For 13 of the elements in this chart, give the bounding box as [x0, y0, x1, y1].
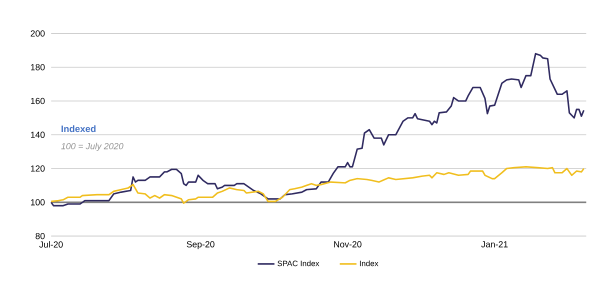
y-tick-label: 80 — [36, 232, 45, 240]
annotation: 100 = July 2020 — [61, 142, 124, 152]
y-tick-label: 100 — [31, 199, 45, 206]
y-tick-label: 180 — [31, 64, 45, 70]
y-tick-label: 140 — [31, 132, 45, 138]
y-tick-label: 160 — [31, 98, 45, 104]
x-tick-label: Sep-20 — [186, 241, 214, 250]
x-tick-label: Jan-21 — [481, 241, 508, 248]
y-tick-label: 200 — [30, 30, 45, 37]
annotation: Indexed — [62, 125, 96, 132]
x-tick-label: Nov-20 — [334, 241, 362, 248]
x-tick-label: Jul-20 — [39, 241, 63, 248]
y-tick-label: 120 — [31, 165, 45, 172]
